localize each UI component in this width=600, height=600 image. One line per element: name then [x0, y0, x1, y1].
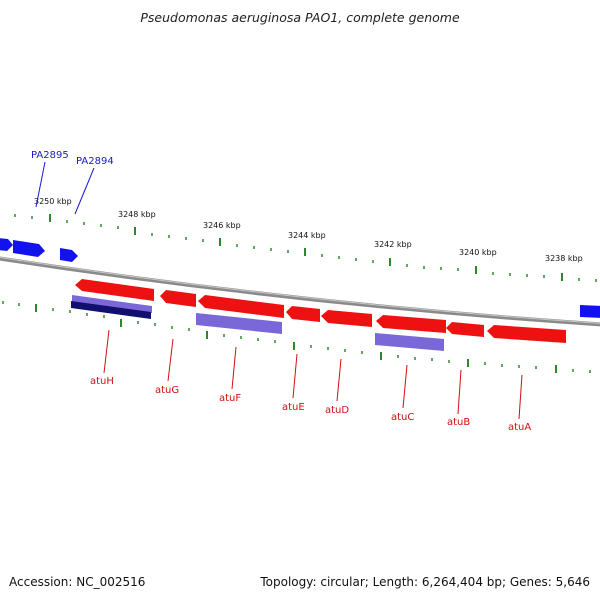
tick-label-3248: 3248 kbp — [118, 210, 156, 219]
gene-label-atuh[interactable]: atuH — [90, 376, 114, 387]
genome-summary-text: Topology: circular; Length: 6,264,404 bp… — [260, 575, 590, 589]
feature-bar[interactable] — [196, 313, 282, 334]
feature-bar[interactable] — [375, 333, 444, 351]
tick-label-3250: 3250 kbp — [34, 197, 72, 206]
tick-label-3242: 3242 kbp — [374, 240, 412, 249]
label-connector-atua — [518, 374, 523, 420]
tick-labels: 3250 kbp 3248 kbp 3246 kbp 3244 kbp 3242… — [34, 197, 583, 263]
label-connector-atuh — [103, 329, 110, 374]
label-connector-atuc — [402, 364, 408, 409]
reverse-strand-genes — [75, 279, 566, 343]
label-connector-atug — [167, 338, 174, 382]
tick-label-3238: 3238 kbp — [545, 254, 583, 263]
gene-label-atua[interactable]: atuA — [508, 422, 531, 433]
reverse-gene-arrow-atub[interactable] — [446, 322, 484, 337]
reverse-gene-arrow-atua[interactable] — [487, 325, 566, 343]
label-connector-pa2895 — [35, 161, 46, 208]
outer-tick-row — [14, 214, 597, 282]
map-title: Pseudomonas aeruginosa PAO1, complete ge… — [140, 10, 460, 25]
forward-gene-arrow-pa2894[interactable] — [60, 248, 78, 262]
label-connector-atub — [457, 369, 462, 415]
tick-label-3244: 3244 kbp — [288, 231, 326, 240]
reverse-gene-labels: atuH atuG atuF atuE atuD atuC atuB atuA — [90, 376, 531, 433]
reverse-gene-arrow-atue[interactable] — [286, 306, 320, 322]
gene-label-atub[interactable]: atuB — [447, 417, 470, 428]
feature-bars — [71, 295, 444, 351]
label-connector-atuf — [231, 346, 237, 390]
feature-bar-dark[interactable] — [71, 301, 151, 319]
gene-label-pa2894[interactable]: PA2894 — [76, 156, 114, 167]
genome-backbone-highlight — [0, 257, 600, 324]
reverse-gene-arrow-atuc[interactable] — [376, 315, 446, 333]
gene-label-atuf[interactable]: atuF — [219, 393, 241, 404]
forward-label-connectors — [35, 161, 95, 215]
label-connector-atue — [292, 353, 298, 399]
forward-gene-arrow[interactable] — [0, 238, 13, 251]
gene-label-atud[interactable]: atuD — [325, 405, 349, 416]
forward-gene-labels: PA2895 PA2894 — [31, 150, 114, 167]
gene-label-pa2895[interactable]: PA2895 — [31, 150, 69, 161]
gene-label-atug[interactable]: atuG — [155, 385, 179, 396]
forward-strand-genes — [0, 238, 600, 318]
forward-gene-arrow[interactable] — [13, 240, 45, 257]
reverse-gene-arrow-atud[interactable] — [321, 310, 372, 327]
reverse-gene-arrow-atuh[interactable] — [75, 279, 154, 301]
gene-label-atue[interactable]: atuE — [282, 402, 305, 413]
inner-tick-row — [2, 301, 591, 373]
reverse-label-connectors — [103, 329, 523, 420]
accession-text: Accession: NC_002516 — [9, 575, 146, 589]
tick-label-3246: 3246 kbp — [203, 221, 241, 230]
tick-label-3240: 3240 kbp — [459, 248, 497, 257]
genome-backbone — [0, 256, 600, 327]
gene-label-atuc[interactable]: atuC — [391, 412, 414, 423]
label-connector-atud — [336, 358, 342, 402]
forward-gene-arrow[interactable] — [580, 305, 600, 318]
reverse-gene-arrow-atug[interactable] — [160, 290, 196, 307]
feature-bar[interactable] — [72, 295, 152, 313]
reverse-gene-arrow-atuf[interactable] — [198, 295, 284, 318]
label-connector-pa2894 — [74, 167, 95, 215]
